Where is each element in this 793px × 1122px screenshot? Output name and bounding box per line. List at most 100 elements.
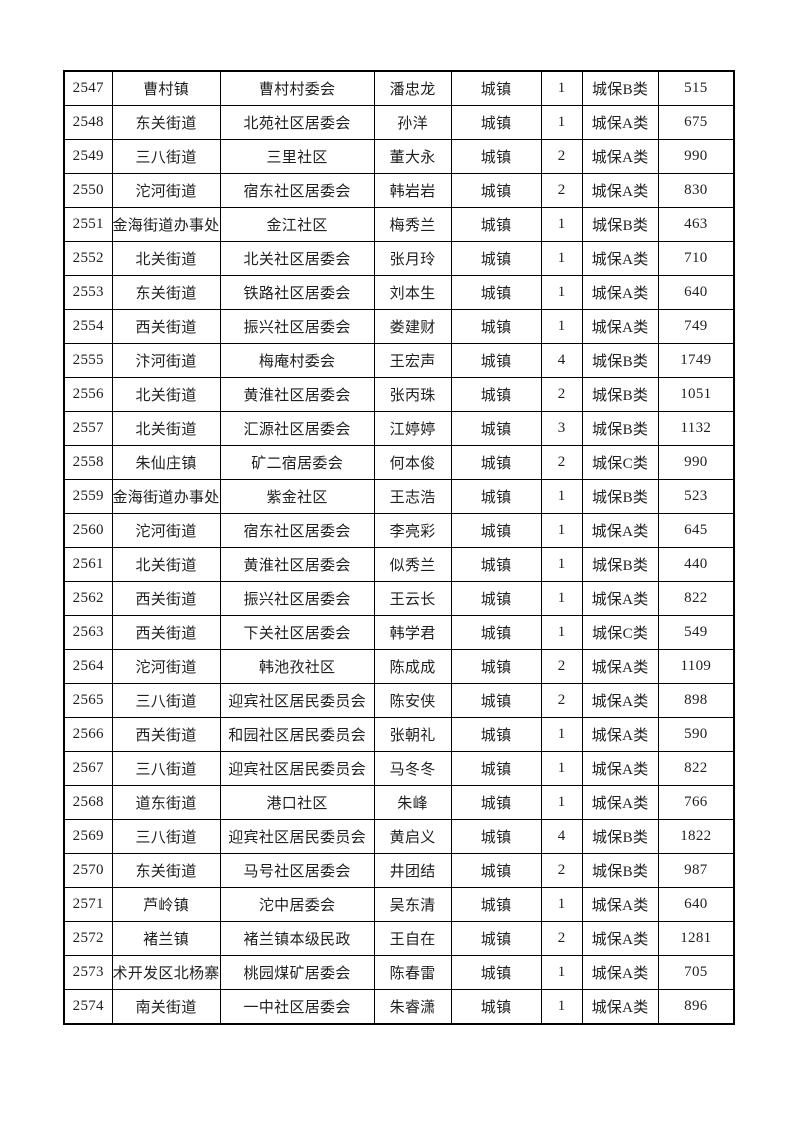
cell-insurance-class: 城保B类 [581,547,659,582]
cell-category: 城镇 [450,173,542,208]
cell-committee: 沱中居委会 [219,887,375,922]
records-table: 2547 曹村镇 曹村村委会 潘忠龙 城镇 1 城保B类 515 2548 东关街道 北苑社区居委会… [63,70,736,1025]
cell-category: 城镇 [450,887,542,922]
cell-person-name: 张月玲 [373,241,452,276]
cell-amount: 822 [657,751,735,786]
cell-amount: 523 [657,479,735,514]
table-body: 2547 曹村镇 曹村村委会 潘忠龙 城镇 1 城保B类 515 2548 东关街道 北苑社区居委会… [63,70,735,1025]
cell-count: 1 [540,955,583,990]
table-row: 2557 北关街道 汇源社区居委会 江婷婷 城镇 3 城保B类 1132 [63,411,735,446]
cell-amount: 1749 [657,343,735,378]
cell-category: 城镇 [450,309,542,344]
cell-township: 西关街道 [111,717,221,752]
table-row: 2551 金海街道办事处 金江社区 梅秀兰 城镇 1 城保B类 463 [63,207,735,242]
table-row: 2565 三八街道 迎宾社区居民委员会 陈安侠 城镇 2 城保A类 898 [63,683,735,718]
table-row: 2572 褚兰镇 褚兰镇本级民政 王自在 城镇 2 城保A类 1281 [63,921,735,956]
cell-amount: 1132 [657,411,735,446]
cell-index: 2561 [63,547,113,582]
cell-amount: 463 [657,207,735,242]
cell-township: 沱河街道 [111,513,221,548]
cell-committee: 曹村村委会 [219,70,375,106]
cell-count: 1 [540,547,583,582]
cell-count: 3 [540,411,583,446]
cell-township: 金海街道办事处 [111,207,221,242]
cell-amount: 675 [657,105,735,140]
table-row: 2556 北关街道 黄淮社区居委会 张丙珠 城镇 2 城保B类 1051 [63,377,735,412]
cell-township: 术开发区北杨寨 [111,955,221,990]
cell-category: 城镇 [450,241,542,276]
cell-insurance-class: 城保A类 [581,785,659,820]
cell-category: 城镇 [450,377,542,412]
cell-person-name: 韩岩岩 [373,173,452,208]
cell-person-name: 马冬冬 [373,751,452,786]
cell-count: 1 [540,785,583,820]
table-row: 2566 西关街道 和园社区居民委员会 张朝礼 城镇 1 城保A类 590 [63,717,735,752]
cell-count: 4 [540,343,583,378]
cell-count: 1 [540,751,583,786]
table-row: 2567 三八街道 迎宾社区居民委员会 马冬冬 城镇 1 城保A类 822 [63,751,735,786]
cell-count: 1 [540,513,583,548]
cell-township: 沱河街道 [111,649,221,684]
cell-committee: 矿二宿居委会 [219,445,375,480]
cell-amount: 710 [657,241,735,276]
cell-index: 2572 [63,921,113,956]
cell-person-name: 陈成成 [373,649,452,684]
cell-insurance-class: 城保A类 [581,751,659,786]
table-row: 2571 芦岭镇 沱中居委会 吴东清 城镇 1 城保A类 640 [63,887,735,922]
cell-count: 4 [540,819,583,854]
cell-township: 褚兰镇 [111,921,221,956]
cell-committee: 迎宾社区居民委员会 [219,819,375,854]
cell-committee: 韩池孜社区 [219,649,375,684]
cell-amount: 1109 [657,649,735,684]
cell-amount: 645 [657,513,735,548]
cell-index: 2562 [63,581,113,616]
cell-index: 2564 [63,649,113,684]
cell-insurance-class: 城保B类 [581,70,659,106]
cell-person-name: 陈春雷 [373,955,452,990]
cell-insurance-class: 城保A类 [581,275,659,310]
cell-count: 2 [540,683,583,718]
cell-person-name: 吴东清 [373,887,452,922]
cell-index: 2568 [63,785,113,820]
cell-count: 1 [540,70,583,106]
cell-person-name: 张朝礼 [373,717,452,752]
cell-amount: 822 [657,581,735,616]
cell-count: 1 [540,207,583,242]
cell-township: 朱仙庄镇 [111,445,221,480]
cell-category: 城镇 [450,751,542,786]
cell-category: 城镇 [450,683,542,718]
cell-committee: 宿东社区居委会 [219,173,375,208]
cell-township: 金海街道办事处 [111,479,221,514]
cell-township: 芦岭镇 [111,887,221,922]
cell-insurance-class: 城保C类 [581,615,659,650]
cell-index: 2547 [63,70,113,106]
cell-person-name: 何本俊 [373,445,452,480]
cell-insurance-class: 城保A类 [581,139,659,174]
cell-committee: 梅庵村委会 [219,343,375,378]
cell-count: 2 [540,139,583,174]
cell-amount: 749 [657,309,735,344]
cell-committee: 三里社区 [219,139,375,174]
cell-committee: 北关社区居委会 [219,241,375,276]
table-row: 2562 西关街道 振兴社区居委会 王云长 城镇 1 城保A类 822 [63,581,735,616]
cell-person-name: 潘忠龙 [373,70,452,106]
cell-category: 城镇 [450,479,542,514]
table-row: 2573 术开发区北杨寨 桃园煤矿居委会 陈春雷 城镇 1 城保A类 705 [63,955,735,990]
cell-count: 2 [540,649,583,684]
cell-person-name: 董大永 [373,139,452,174]
cell-township: 三八街道 [111,819,221,854]
cell-count: 1 [540,479,583,514]
cell-index: 2556 [63,377,113,412]
cell-insurance-class: 城保A类 [581,921,659,956]
cell-committee: 一中社区居委会 [219,989,375,1025]
cell-insurance-class: 城保B类 [581,819,659,854]
table-row: 2561 北关街道 黄淮社区居委会 似秀兰 城镇 1 城保B类 440 [63,547,735,582]
cell-person-name: 井团结 [373,853,452,888]
cell-index: 2563 [63,615,113,650]
cell-count: 1 [540,105,583,140]
cell-index: 2573 [63,955,113,990]
cell-category: 城镇 [450,70,542,106]
cell-index: 2557 [63,411,113,446]
cell-index: 2553 [63,275,113,310]
cell-index: 2566 [63,717,113,752]
